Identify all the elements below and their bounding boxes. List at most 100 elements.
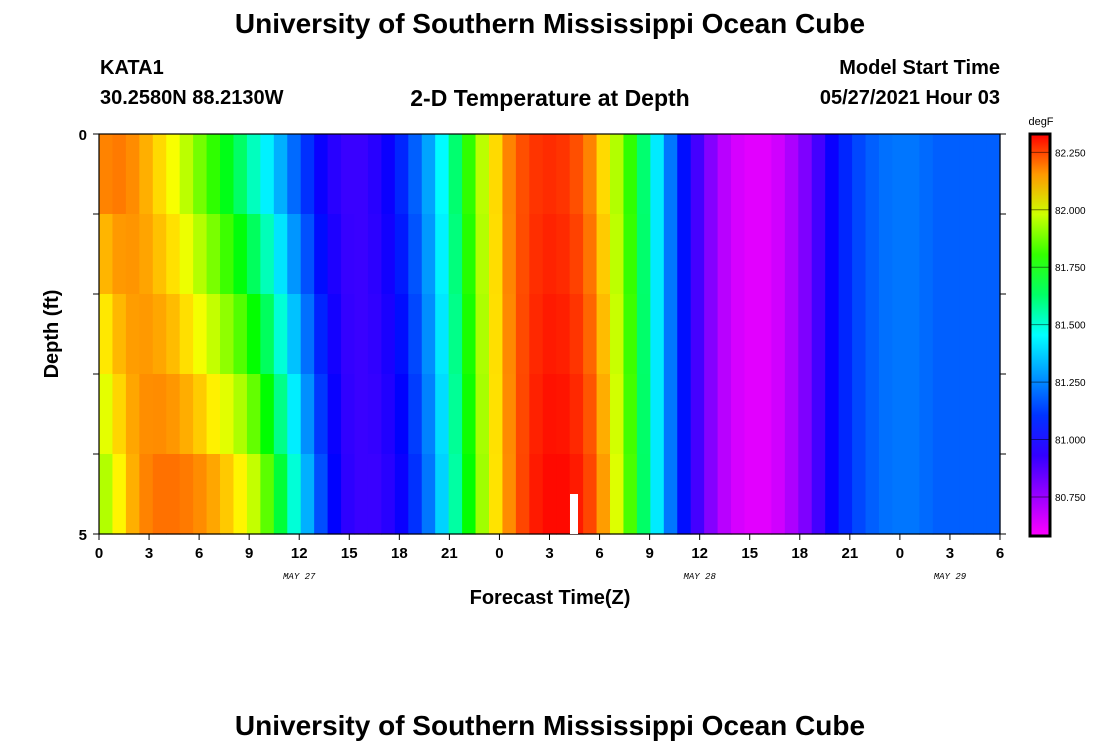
heatmap-cell (690, 134, 705, 215)
date-label: MAY 29 (934, 572, 967, 582)
heatmap-cell (865, 454, 880, 535)
heatmap-cell (905, 374, 920, 455)
heatmap-cell (838, 454, 853, 535)
heatmap-cell (865, 374, 880, 455)
heatmap-cell (569, 214, 584, 295)
heatmap-cell (677, 134, 692, 215)
heatmap-cell (529, 134, 544, 215)
heatmap-cell (784, 294, 799, 375)
heatmap-cell (260, 134, 275, 215)
heatmap-cell (408, 294, 423, 375)
heatmap-cell (475, 214, 490, 295)
heatmap-cell (273, 214, 288, 295)
heatmap-cell (556, 294, 571, 375)
heatmap-cell (125, 374, 140, 455)
heatmap-cell (246, 374, 261, 455)
heatmap-cell (771, 134, 786, 215)
heatmap-cell (811, 294, 826, 375)
heatmap-cell (206, 214, 221, 295)
heatmap-cell (905, 214, 920, 295)
heatmap-cell (515, 294, 530, 375)
heatmap-cell (623, 294, 638, 375)
heatmap-cell (152, 214, 167, 295)
heatmap-cell (327, 294, 342, 375)
heatmap-cell (986, 294, 1001, 375)
heatmap-cell (435, 374, 450, 455)
heatmap-cell (583, 374, 598, 455)
heatmap-cell (663, 294, 678, 375)
heatmap-cell (287, 134, 302, 215)
heatmap-cell (757, 134, 772, 215)
heatmap-cell (892, 294, 907, 375)
x-tick-label: 18 (791, 545, 808, 562)
heatmap-cell (99, 454, 114, 535)
heatmap-cell (825, 454, 840, 535)
heatmap-cell (946, 214, 961, 295)
white-marker (570, 494, 578, 534)
colorbar-tick-label: 82.250 (1055, 148, 1086, 159)
heatmap-cell (475, 294, 490, 375)
heatmap-cell (488, 454, 504, 535)
heatmap-cell (811, 374, 826, 455)
x-tick-label: 0 (495, 545, 503, 562)
heatmap-cell (825, 294, 840, 375)
heatmap-cell (663, 454, 678, 535)
heatmap-cell (865, 214, 880, 295)
heatmap-cell (260, 214, 275, 295)
heatmap-cell (677, 214, 692, 295)
heatmap-cell (179, 454, 194, 535)
heatmap-cell (757, 294, 772, 375)
heatmap-cell (610, 294, 625, 375)
heatmap-cell (784, 214, 799, 295)
heatmap-cell (448, 294, 463, 375)
heatmap-cell (973, 374, 988, 455)
heatmap-cell (932, 134, 947, 215)
heatmap-cell (878, 214, 894, 295)
heatmap-cell (193, 374, 208, 455)
heatmap-cell (757, 214, 772, 295)
heatmap-cell (488, 134, 504, 215)
heatmap-cell (421, 214, 436, 295)
heatmap-cell (542, 374, 557, 455)
heatmap-cell (704, 134, 719, 215)
heatmap-cell (287, 294, 302, 375)
heatmap-cell (731, 294, 746, 375)
heatmap-cell (408, 374, 423, 455)
heatmap-cell (771, 374, 786, 455)
heatmap-cell (811, 214, 826, 295)
heatmap-cell (193, 294, 208, 375)
heatmap-cell (112, 294, 127, 375)
heatmap-cell (341, 294, 356, 375)
heatmap-cell (488, 294, 504, 375)
heatmap-cell (852, 294, 867, 375)
heatmap-cell (488, 214, 504, 295)
heatmap-cell (852, 374, 867, 455)
heatmap-cell (381, 294, 396, 375)
heatmap-cell (421, 374, 436, 455)
colorbar-tick-label: 82.000 (1055, 206, 1086, 217)
colorbar-tick-label: 81.000 (1055, 436, 1086, 447)
heatmap-cell (367, 294, 383, 375)
heatmap-cell (677, 374, 692, 455)
heatmap-cell (946, 374, 961, 455)
heatmap-cell (959, 454, 974, 535)
heatmap-cell (381, 454, 396, 535)
heatmap-cell (139, 454, 154, 535)
heatmap-cell (542, 454, 557, 535)
heatmap-cell (273, 294, 288, 375)
heatmap-cell (744, 214, 759, 295)
heatmap-cell (986, 374, 1001, 455)
x-tick-label: 15 (741, 545, 758, 562)
heatmap-cell (932, 294, 947, 375)
colorbar-tick-label: 81.250 (1055, 378, 1086, 389)
heatmap-cell (179, 134, 194, 215)
heatmap-cell (314, 214, 329, 295)
heatmap-cell (973, 294, 988, 375)
heatmap-cell (502, 454, 517, 535)
heatmap-cell (354, 214, 369, 295)
heatmap-cell (986, 454, 1001, 535)
heatmap-cell (354, 374, 369, 455)
heatmap-cell (690, 294, 705, 375)
heatmap-cell (233, 134, 248, 215)
heatmap-cell (233, 214, 248, 295)
